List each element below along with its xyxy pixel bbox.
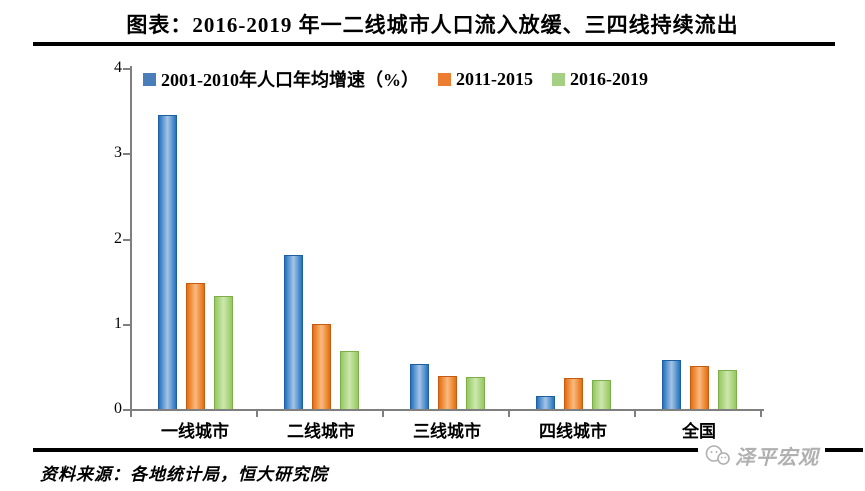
- bottom-divider: [33, 448, 863, 452]
- x-label-tier2: 二线城市: [287, 422, 355, 441]
- x-tick-mark: [508, 411, 510, 417]
- bar-三线城市-green: [466, 377, 485, 409]
- bar-一线城市-blue: [158, 115, 177, 409]
- bar-二线城市-orange: [312, 324, 331, 409]
- x-label-tier1: 一线城市: [161, 422, 229, 441]
- bar-四线城市-blue: [536, 396, 555, 409]
- y-tick-label-0: 0: [114, 400, 122, 417]
- top-divider: [33, 42, 835, 46]
- bar-二线城市-blue: [284, 255, 303, 409]
- watermark-text: 泽平宏观: [735, 447, 819, 469]
- watermark: 泽平宏观: [698, 439, 825, 472]
- x-tick-mark: [382, 411, 384, 417]
- bar-三线城市-orange: [438, 376, 457, 409]
- x-axis-labels: 一线城市 二线城市 三线城市 四线城市 全国: [132, 417, 764, 441]
- bar-三线城市-blue: [410, 364, 429, 409]
- wechat-icon: [705, 445, 730, 465]
- y-tick-label-3: 3: [114, 144, 122, 162]
- x-label-tier3: 三线城市: [413, 422, 481, 441]
- y-tick-mark: [123, 153, 130, 156]
- plot-area: [132, 68, 764, 409]
- y-tick-label-4: 4: [114, 59, 122, 76]
- bar-全国-orange: [690, 366, 709, 409]
- y-tick-label-1: 1: [114, 314, 122, 332]
- legend: 2001-2010年人口年均增速（%） 2011-2015 2016-2019: [143, 66, 648, 92]
- y-axis: [130, 66, 132, 411]
- source-note: 资料来源：各地统计局，恒大研究院: [40, 465, 328, 484]
- legend-label: 2001-2010年人口年均增速（%）: [161, 70, 419, 90]
- bar-一线城市-orange: [186, 283, 205, 409]
- legend-label: 2016-2019: [570, 68, 649, 89]
- bar-二线城市-green: [340, 351, 359, 409]
- legend-item-2001-2010: 2001-2010年人口年均增速（%）: [143, 66, 419, 92]
- x-tick-mark: [256, 411, 258, 417]
- y-tick-mark: [123, 409, 130, 411]
- x-label-tier4: 四线城市: [539, 422, 607, 441]
- legend-swatch-orange: [438, 72, 451, 86]
- y-tick-mark: [123, 323, 130, 326]
- legend-item-2011-2015: 2011-2015: [438, 69, 533, 90]
- y-axis-labels: 0 1 2 3 4: [85, 59, 122, 417]
- y-tick-mark: [123, 238, 130, 241]
- legend-label: 2011-2015: [456, 68, 534, 89]
- x-tick-mark: [760, 411, 762, 417]
- x-axis: [130, 409, 764, 411]
- bar-四线城市-green: [592, 380, 611, 409]
- x-label-national: 全国: [682, 422, 716, 441]
- legend-swatch-green: [552, 72, 566, 86]
- x-tick-mark: [130, 411, 132, 417]
- x-tick-mark: [634, 411, 636, 417]
- chart-title: 图表：2016-2019 年一二线城市人口流入放缓、三四线持续流出: [126, 13, 739, 37]
- bar-全国-green: [718, 370, 737, 409]
- bar-一线城市-green: [214, 296, 233, 409]
- legend-swatch-blue: [143, 72, 156, 86]
- bar-全国-blue: [662, 360, 681, 409]
- legend-item-2016-2019: 2016-2019: [552, 69, 648, 90]
- y-tick-label-2: 2: [114, 229, 122, 247]
- bar-四线城市-orange: [564, 378, 583, 409]
- y-tick-mark: [123, 68, 130, 70]
